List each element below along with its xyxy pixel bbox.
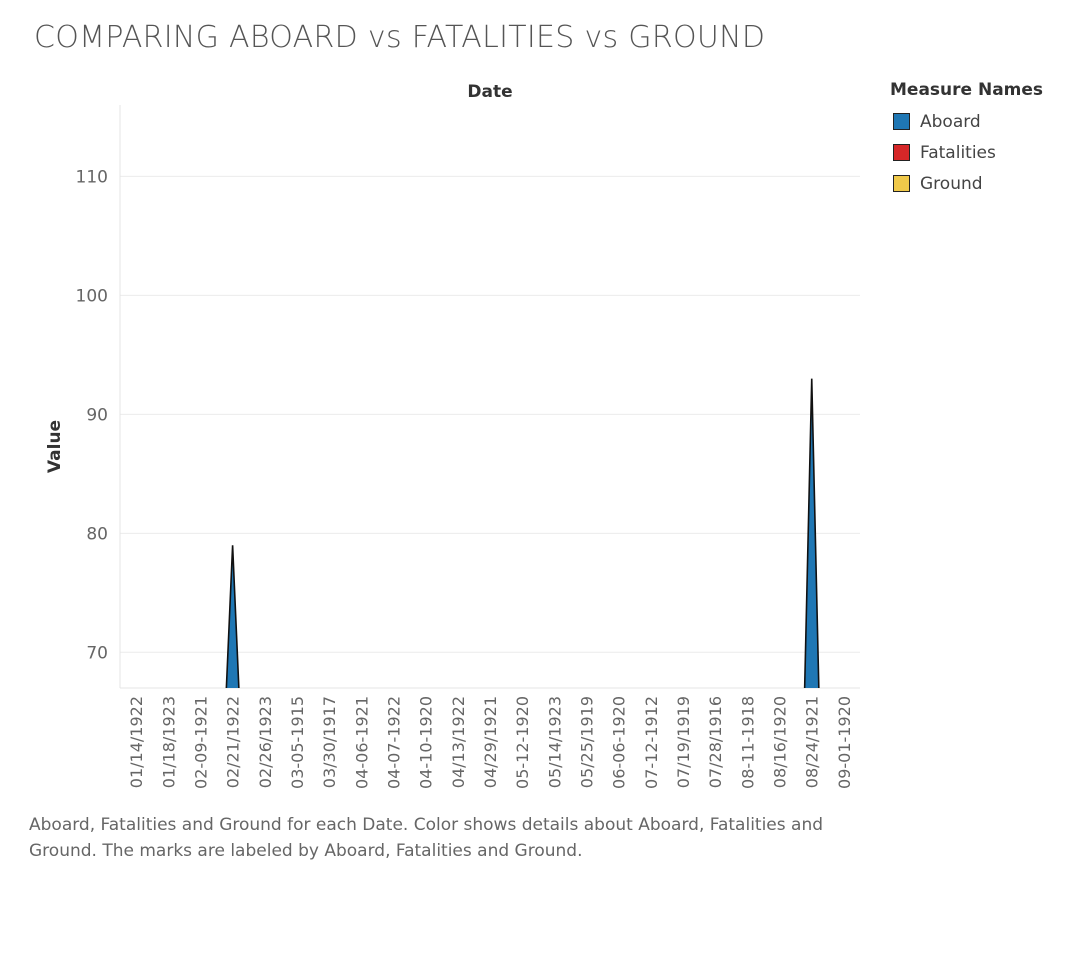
x-tick-label: 03-05-1915 — [288, 696, 307, 789]
chart-caption: Aboard, Fatalities and Ground for each D… — [29, 815, 824, 861]
x-tick-label: 07/28/1916 — [706, 696, 725, 788]
x-tick-label: 04-07-1922 — [384, 696, 403, 789]
legend-item-fatalities[interactable]: Fatalities — [890, 137, 1043, 168]
legend-swatch-fatalities — [893, 144, 910, 161]
y-axis-title: Value — [45, 420, 65, 473]
x-tick-label: 08-11-1918 — [738, 696, 757, 789]
y-tick-label: 80 — [86, 524, 108, 544]
area-mark-aboard — [225, 545, 240, 688]
y-tick-label: 70 — [86, 643, 108, 663]
x-tick-label: 06-06-1920 — [610, 696, 629, 789]
legend-label-ground: Ground — [920, 173, 983, 194]
x-tick-label: 02/26/1923 — [256, 696, 275, 788]
x-tick-label: 03/30/1917 — [320, 696, 339, 788]
x-tick-label: 05-12-1920 — [513, 696, 532, 789]
y-tick-label: 100 — [76, 286, 108, 306]
legend-swatch-ground — [893, 175, 910, 192]
x-tick-label: 04/13/1922 — [449, 696, 468, 788]
x-tick-label: 07-12-1912 — [642, 696, 661, 789]
x-tick-label: 05/14/1923 — [545, 696, 564, 788]
x-tick-label: 07/19/1919 — [674, 696, 693, 788]
y-tick-label: 110 — [76, 167, 108, 187]
x-tick-label: 05/25/1919 — [578, 696, 597, 788]
x-tick-label: 01/14/1922 — [127, 696, 146, 788]
x-tick-label: 09-01-1920 — [835, 696, 854, 789]
legend-item-aboard[interactable]: Aboard — [890, 106, 1043, 137]
chart-title: COMPARING ABOARD vs FATALITIES vs GROUND — [34, 20, 766, 55]
x-tick-label: 02-09-1921 — [191, 696, 210, 789]
area-mark-aboard — [803, 378, 820, 688]
x-tick-label: 01/18/1923 — [159, 696, 178, 788]
x-tick-label: 08/16/1920 — [771, 696, 790, 788]
legend-label-fatalities: Fatalities — [920, 142, 996, 163]
x-tick-label: 04-10-1920 — [417, 696, 436, 789]
x-tick-label: 08/24/1921 — [803, 696, 822, 788]
legend-swatch-aboard — [893, 113, 910, 130]
x-tick-label: 04-06-1921 — [352, 696, 371, 789]
x-tick-label: 04/29/1921 — [481, 696, 500, 788]
legend-title: Measure Names — [890, 80, 1044, 100]
legend: Measure Names Aboard Fatalities Ground — [890, 80, 1043, 199]
x-axis-title: Date — [467, 82, 512, 102]
legend-label-aboard: Aboard — [920, 111, 981, 132]
x-tick-label: 02/21/1922 — [224, 696, 243, 788]
legend-item-ground[interactable]: Ground — [890, 168, 1043, 199]
y-tick-label: 90 — [86, 405, 108, 425]
